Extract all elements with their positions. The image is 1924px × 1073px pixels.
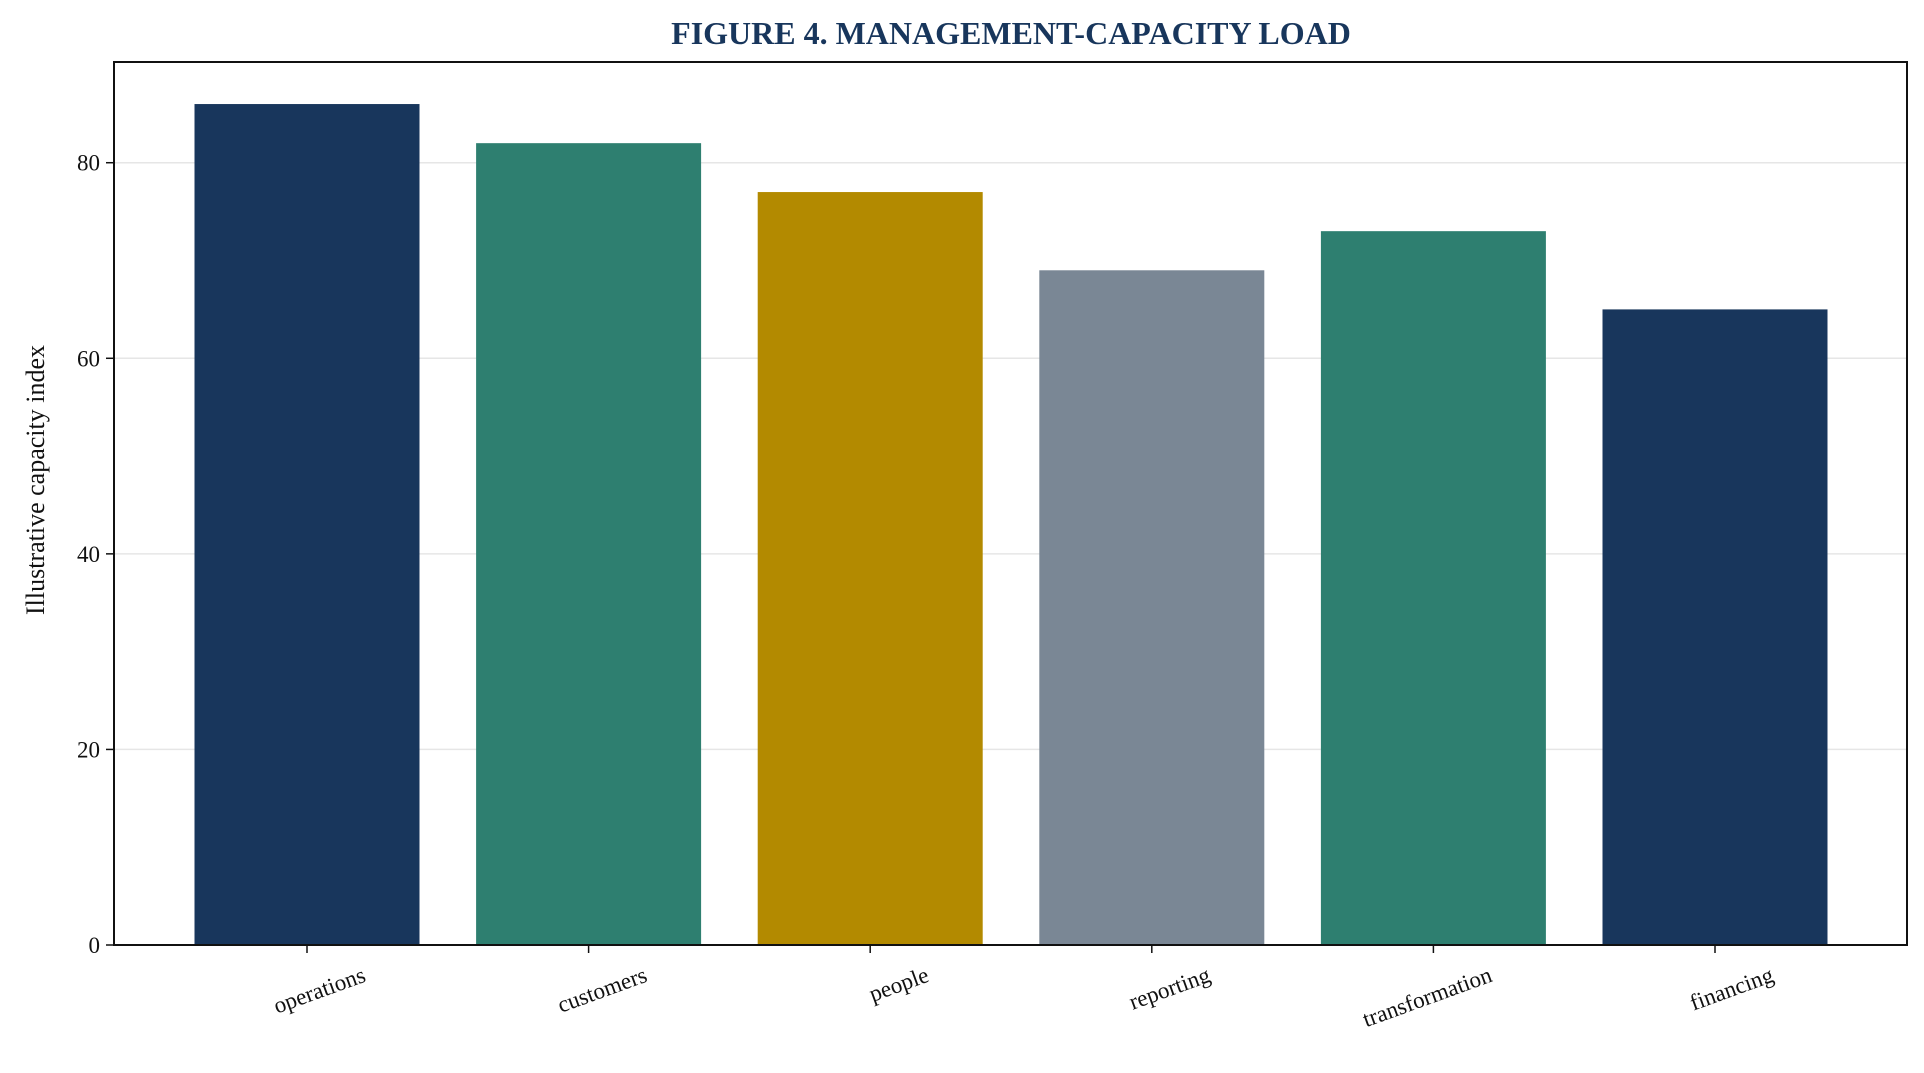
chart-title: FIGURE 4. MANAGEMENT-CAPACITY LOAD bbox=[671, 15, 1351, 51]
x-tick-label-customers: customers bbox=[554, 962, 650, 1017]
y-tick-label: 0 bbox=[89, 933, 101, 958]
bar-transformation bbox=[1321, 231, 1546, 945]
y-tick-label: 60 bbox=[77, 346, 100, 371]
x-tick-label-operations: operations bbox=[270, 962, 369, 1018]
y-axis-label: Illustrative capacity index bbox=[21, 345, 50, 615]
bar-operations bbox=[195, 104, 420, 945]
bar-reporting bbox=[1039, 270, 1264, 945]
y-tick-label: 80 bbox=[77, 151, 100, 176]
x-tick-label-transformation: transformation bbox=[1359, 962, 1495, 1032]
y-axis-ticks: 0 20 40 60 80 bbox=[77, 151, 114, 958]
y-tick-label: 40 bbox=[77, 542, 100, 567]
bar-customers bbox=[476, 143, 701, 945]
y-tick-label: 20 bbox=[77, 737, 100, 762]
x-tick-label-people: people bbox=[866, 962, 932, 1006]
x-tick-label-reporting: reporting bbox=[1126, 962, 1214, 1014]
x-tick-label-financing: financing bbox=[1687, 962, 1778, 1015]
bar-financing bbox=[1603, 309, 1828, 945]
x-axis-ticks: operations customers people reporting transf… bbox=[270, 945, 1777, 1032]
bars bbox=[195, 104, 1828, 945]
bar-people bbox=[758, 192, 983, 945]
